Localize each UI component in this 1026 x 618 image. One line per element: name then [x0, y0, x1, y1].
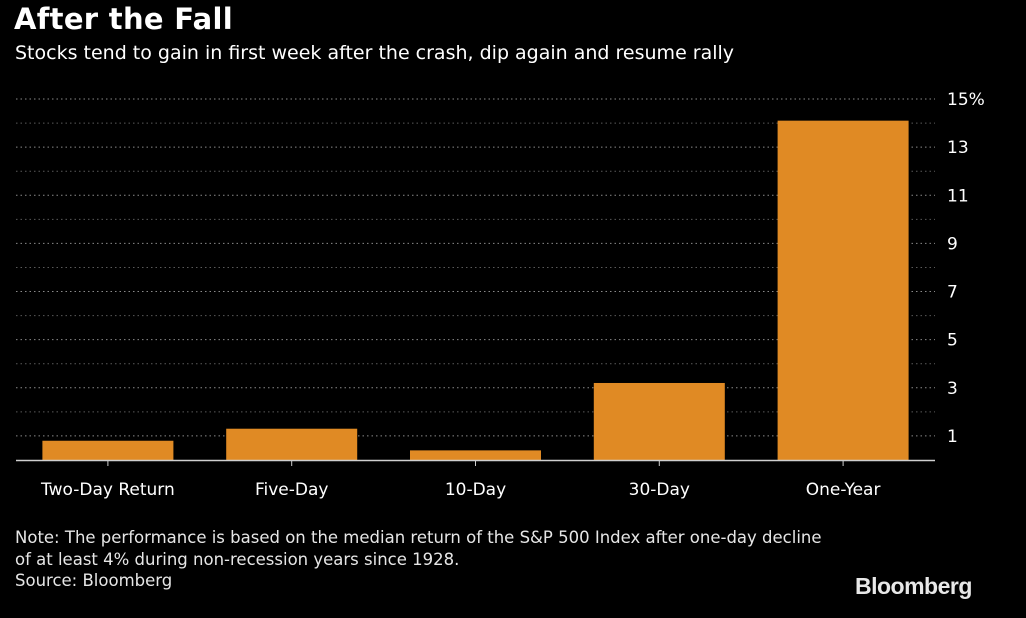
- y-tick-label: 1: [947, 427, 958, 447]
- x-tick-label: 10-Day: [445, 480, 506, 500]
- bar: [410, 450, 541, 460]
- source-line: Source: Bloomberg: [15, 571, 173, 590]
- bar: [777, 120, 909, 460]
- y-tick-label: 9: [947, 234, 958, 254]
- bar: [42, 440, 174, 460]
- y-tick-label: 7: [947, 283, 958, 303]
- x-tick-label: One-Year: [806, 480, 881, 500]
- y-tick-label: 15%: [947, 90, 985, 110]
- bar: [226, 428, 358, 460]
- x-tick-label: Five-Day: [255, 480, 329, 500]
- y-tick-label: 11: [947, 186, 969, 206]
- chart-subtitle: Stocks tend to gain in first week after …: [15, 42, 735, 64]
- footnote: Note: The performance is based on the me…: [15, 528, 822, 569]
- chart-title: After the Fall: [14, 2, 234, 36]
- x-tick-label: Two-Day Return: [40, 480, 175, 500]
- y-tick-label: 5: [947, 331, 958, 351]
- bloomberg-logo: Bloomberg: [855, 573, 972, 599]
- x-tick-label: 30-Day: [629, 480, 690, 500]
- y-tick-label: 3: [947, 379, 958, 399]
- bar: [593, 382, 725, 460]
- y-tick-label: 13: [947, 138, 969, 158]
